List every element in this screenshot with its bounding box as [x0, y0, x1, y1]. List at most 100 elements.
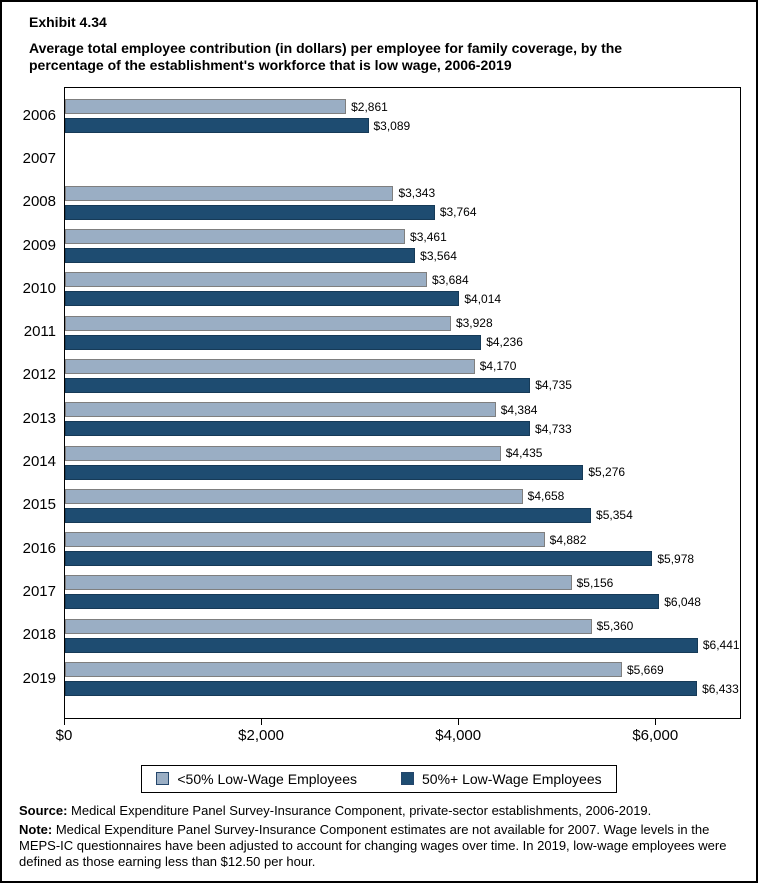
bar [65, 204, 435, 220]
legend-swatch-lt50 [156, 772, 170, 785]
bar-line: $3,461 [65, 229, 740, 245]
bar-line: $5,276 [65, 464, 740, 480]
legend-item-lt50: <50% Low-Wage Employees [156, 771, 357, 787]
bar-line: $3,684 [65, 272, 740, 288]
bar-value-label: $4,735 [535, 378, 572, 393]
legend: <50% Low-Wage Employees 50%+ Low-Wage Em… [141, 764, 617, 793]
y-axis-label: 2016 [22, 539, 56, 557]
x-axis-tick [64, 718, 65, 725]
bar-line [65, 161, 740, 176]
y-axis-label: 2010 [22, 279, 56, 297]
bar [65, 464, 584, 480]
bar-line: $5,669 [65, 662, 740, 677]
bar-value-label: $6,441 [702, 638, 740, 653]
x-axis-tick-label: $4,000 [435, 726, 482, 744]
bar-value-label: $4,658 [527, 489, 565, 504]
bar-group-2019: $5,669 $6,433 [65, 657, 740, 700]
bar-line: $4,384 [65, 402, 740, 418]
bar-value-label: $6,048 [664, 594, 701, 609]
bar-line: $3,764 [65, 204, 740, 220]
bar [65, 248, 416, 264]
bar-line: $3,343 [65, 185, 740, 201]
bar [65, 681, 698, 696]
bar-value-label: $5,360 [596, 619, 634, 634]
bar-group-2018: $5,360 $6,441 [65, 614, 740, 657]
bar-value-label: $3,343 [398, 186, 436, 201]
bar-line: $6,048 [65, 594, 740, 610]
bar-group-2016: $4,882 $5,978 [65, 527, 740, 570]
bar [65, 272, 427, 288]
source-label: Source: [19, 802, 68, 818]
bar [65, 594, 660, 610]
bar [65, 618, 592, 634]
bar-group-2009: $3,461 $3,564 [65, 224, 740, 267]
bar-value-label: $3,461 [410, 229, 447, 244]
bar [65, 377, 531, 393]
bar [65, 488, 523, 504]
legend-label-lt50: <50% Low-Wage Employees [177, 770, 357, 787]
bar-value-label: $4,882 [549, 532, 587, 547]
y-axis-label: 2007 [22, 149, 56, 167]
x-axis-tick-label: $6,000 [632, 726, 679, 744]
bar-value-label: $4,170 [479, 359, 517, 374]
bar [65, 662, 622, 677]
bar [65, 637, 698, 653]
legend-swatch-gte50 [401, 772, 414, 785]
bar-line: $4,658 [65, 488, 740, 504]
bar-line: $6,441 [65, 637, 740, 653]
x-axis-tick-label: $2,000 [238, 726, 285, 744]
bar [65, 532, 545, 548]
chart-area: 2006 2007 2008 2009 2010 2011 2012 2013 2014 2015… [2, 86, 756, 719]
y-axis-label: 2009 [22, 236, 56, 254]
note-label: Note: [19, 821, 53, 837]
bar-group-2006: $2,861 $3,089 [65, 95, 740, 138]
bar-line: $5,360 [65, 618, 740, 634]
bar-line: $5,156 [65, 575, 740, 591]
bar-value-label: $6,433 [702, 681, 739, 696]
y-axis-label: 2017 [22, 582, 56, 600]
bar-line: $4,236 [65, 334, 740, 350]
bar [65, 421, 531, 437]
bar-group-2007 [65, 138, 740, 181]
source-line: Source: Medical Expenditure Panel Survey… [19, 803, 739, 819]
bar [65, 334, 482, 350]
bar [65, 507, 592, 523]
bar-value-label: $5,156 [576, 575, 614, 590]
footer-notes: Source: Medical Expenditure Panel Survey… [19, 803, 739, 870]
bar-value-label: $5,276 [588, 465, 626, 480]
y-axis-label: 2012 [22, 366, 56, 384]
bar [65, 402, 496, 418]
note-line: Note: Medical Expenditure Panel Survey-I… [19, 822, 739, 870]
bar-value-label: $4,733 [535, 421, 572, 436]
bar-value-label: $4,014 [464, 291, 502, 306]
bar-line: $2,861 [65, 99, 740, 115]
bar [65, 229, 406, 245]
bar-value-label: $5,669 [626, 662, 664, 677]
y-axis-label: 2014 [22, 453, 56, 471]
bar-group-2012: $4,170 $4,735 [65, 354, 740, 397]
bar [65, 575, 572, 591]
bar [65, 291, 460, 307]
bar-value-label: $3,089 [373, 118, 411, 133]
chart-title-line-2: percentage of the establishment's workfo… [29, 57, 512, 73]
bar-value-label: $3,764 [439, 205, 477, 220]
y-axis-label: 2011 [23, 323, 56, 341]
bar-value-label: $3,684 [431, 272, 469, 287]
plot-area: $2,861 $3,089 $3,343 $3,764 $3,461 $3,564 $3,6… [64, 86, 741, 719]
bar-value-label: $3,564 [420, 248, 457, 263]
bar [65, 551, 653, 567]
bar-group-2008: $3,343 $3,764 [65, 181, 740, 224]
y-axis-label: 2019 [22, 669, 56, 687]
bar-line: $3,089 [65, 118, 740, 134]
bar-line: $4,733 [65, 421, 740, 437]
bar-value-label: $4,236 [486, 335, 523, 350]
bar-line: $5,354 [65, 507, 740, 523]
bar-line: $4,882 [65, 532, 740, 548]
bar-value-label: $5,978 [657, 551, 695, 566]
title-block: Exhibit 4.34 Average total employee cont… [29, 14, 729, 75]
bar [65, 118, 369, 134]
bar-group-2013: $4,384 $4,733 [65, 398, 740, 441]
bar-line: $4,014 [65, 291, 740, 307]
bar-group-2014: $4,435 $5,276 [65, 441, 740, 484]
y-axis-labels: 2006 2007 2008 2009 2010 2011 2012 2013 2014 2015… [2, 87, 64, 719]
